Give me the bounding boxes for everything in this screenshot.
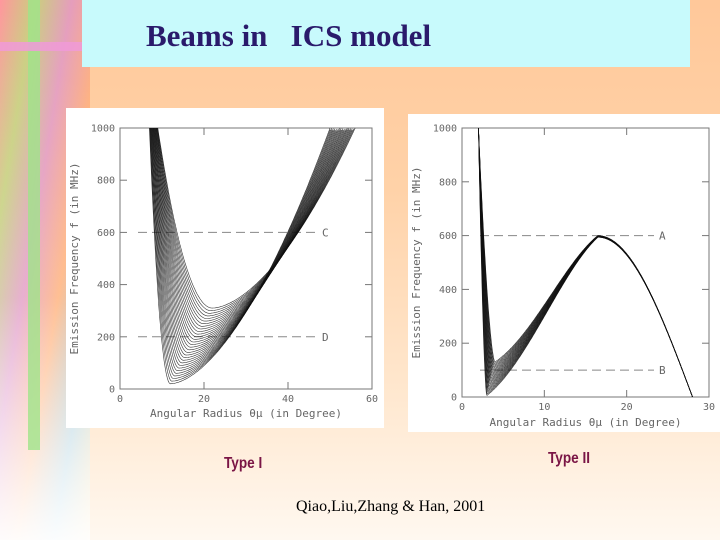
- curve-family: [478, 128, 693, 397]
- curve: [155, 128, 350, 327]
- citation: Qiao,Liu,Zhang & Han, 2001: [296, 498, 486, 515]
- y-tick-label: 800: [439, 177, 457, 188]
- curve: [156, 128, 353, 317]
- y-tick-label: 200: [439, 339, 457, 350]
- y-tick-label: 600: [439, 231, 457, 242]
- curve: [156, 128, 352, 319]
- y-axis-label: Emission Frequency f (in MHz): [410, 166, 423, 358]
- x-tick-label: 0: [117, 394, 123, 405]
- caption-type-2: Type II: [548, 450, 591, 467]
- chart-type-2-panel: 0 10 20 30 0 200 400 600 800 1000 Angular Radius θ…: [408, 114, 720, 432]
- y-tick-label: 1000: [433, 124, 457, 135]
- x-tick-label: 0: [459, 402, 465, 413]
- curve: [155, 128, 348, 330]
- curve: [149, 128, 331, 385]
- y-tick-label: 0: [109, 385, 115, 396]
- y-tick-label: 200: [97, 332, 115, 343]
- curve: [153, 128, 342, 348]
- curve: [154, 128, 345, 338]
- chart-type-2: 0 10 20 30 0 200 400 600 800 1000 Angular Radius θ…: [410, 124, 715, 430]
- reference-label-B: B: [659, 364, 666, 377]
- curve: [156, 128, 351, 322]
- curve: [154, 128, 347, 335]
- curve: [478, 128, 693, 397]
- curve: [152, 128, 340, 356]
- plot-frame: [461, 127, 710, 398]
- curve: [478, 128, 693, 397]
- curve: [156, 128, 353, 314]
- x-axis-label: Angular Radius θμ (in Degree): [489, 416, 681, 429]
- curve: [152, 128, 341, 353]
- caption-type-1: Type I: [224, 455, 263, 472]
- curve: [155, 128, 350, 324]
- curve: [157, 128, 356, 309]
- y-tick-label: 1000: [91, 124, 115, 135]
- curve: [154, 128, 348, 332]
- x-tick-label: 10: [538, 402, 550, 413]
- curve: [154, 128, 345, 340]
- x-tick-label: 60: [366, 394, 378, 405]
- x-tick-label: 20: [198, 394, 210, 405]
- y-tick-label: 400: [439, 285, 457, 296]
- reference-label-D: D: [322, 331, 329, 344]
- y-tick-label: 400: [97, 280, 115, 291]
- curve: [157, 128, 355, 312]
- curve: [150, 128, 334, 372]
- x-tick-label: 30: [703, 402, 715, 413]
- x-tick-label: 20: [621, 402, 633, 413]
- curve: [152, 128, 342, 351]
- x-tick-label: 40: [282, 394, 294, 405]
- slide-title: Beams in ICS model: [146, 18, 432, 53]
- curve: [153, 128, 344, 343]
- y-tick-label: 800: [97, 176, 115, 187]
- reference-label-C: C: [322, 226, 329, 239]
- y-axis-label: Emission Frequency f (in MHz): [68, 162, 81, 354]
- y-tick-label: 0: [451, 393, 457, 404]
- curve: [153, 128, 343, 345]
- x-axis-label: Angular Radius θμ (in Degree): [150, 407, 342, 420]
- title-bar: [82, 0, 690, 67]
- chart-type-1-panel: 0 20 40 60 0 200 400 600 800 1000 Angular Radius θ…: [66, 108, 384, 428]
- reference-label-A: A: [659, 230, 666, 243]
- curve-family: [149, 128, 356, 385]
- curve: [151, 128, 336, 366]
- y-tick-label: 600: [97, 228, 115, 239]
- plot-frame: [119, 127, 373, 390]
